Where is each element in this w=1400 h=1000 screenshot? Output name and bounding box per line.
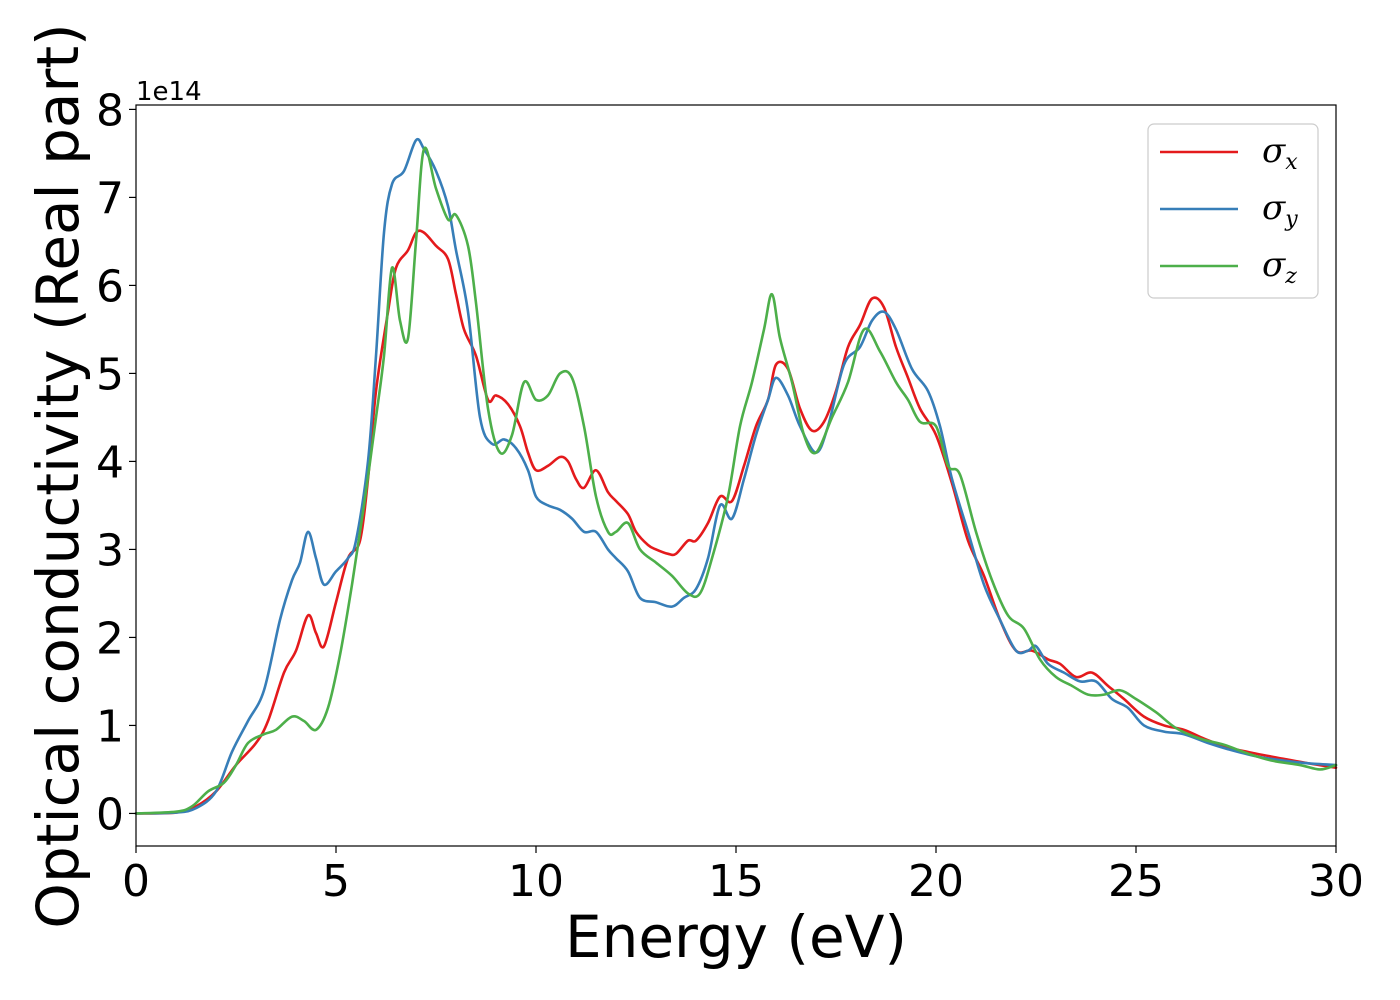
y-tick-label: 4 <box>96 437 124 488</box>
legend-label-y: σy <box>1262 188 1298 232</box>
y-offset-label: 1e14 <box>136 77 202 107</box>
x-tick-label: 30 <box>1308 856 1364 907</box>
y-tick-label: 0 <box>96 789 124 840</box>
x-tick-label: 10 <box>508 856 564 907</box>
series-line-z <box>134 146 1338 815</box>
y-tick-label: 3 <box>96 525 124 576</box>
legend-box <box>1147 123 1319 299</box>
x-tick-label: 20 <box>908 856 964 907</box>
x-tick-label: 0 <box>122 856 150 907</box>
y-tick-label: 1 <box>96 701 124 752</box>
y-tick-label: 7 <box>96 173 124 224</box>
y-tick-label: 5 <box>96 349 124 400</box>
y-tick-label: 2 <box>96 613 124 664</box>
x-tick-label: 15 <box>708 856 764 907</box>
legend-label-z: σz <box>1262 245 1297 289</box>
series-layer <box>134 138 1338 815</box>
y-tick-label: 6 <box>96 261 124 312</box>
y-axis-title: Optical conductivity (Real part) <box>24 23 92 928</box>
legend-label-x: σx <box>1262 131 1298 175</box>
x-tick-label: 25 <box>1108 856 1164 907</box>
y-tick-label: 8 <box>96 85 124 136</box>
legend-items: σx σy σz <box>1160 131 1298 289</box>
x-axis-ticks: 0 5 10 15 20 25 30 <box>122 846 1364 907</box>
legend: σx σy σz <box>1147 123 1319 299</box>
x-axis-title: Energy (eV) <box>565 903 907 971</box>
x-tick-label: 5 <box>322 856 350 907</box>
series-line-y <box>134 138 1338 815</box>
y-axis-ticks: 0 1 2 3 4 5 6 7 8 <box>96 85 136 840</box>
plot-area <box>136 105 1336 846</box>
